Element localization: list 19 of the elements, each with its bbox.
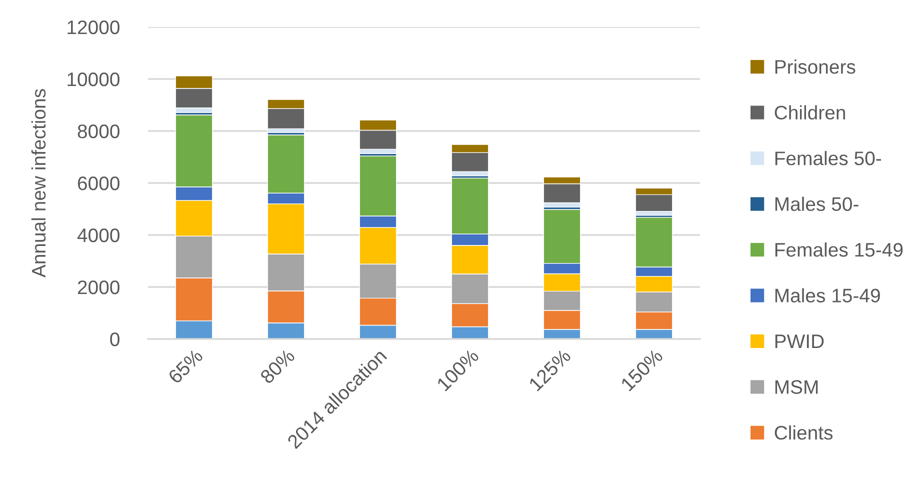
- legend-label: Females 15-49: [775, 242, 903, 257]
- legend-label: PWID: [775, 334, 824, 348]
- y-tick-label: 12000: [68, 20, 120, 34]
- y-tick-label: 0: [110, 332, 120, 346]
- legend-label: Children: [774, 105, 845, 120]
- legend-label: MSM: [775, 380, 818, 394]
- y-tick-label: 10000: [68, 72, 120, 86]
- y-tick-label: 4000: [77, 228, 120, 242]
- y-axis-title: Annual new infections: [31, 89, 46, 278]
- legend-label: Clients: [774, 425, 833, 440]
- legend-label: Females 50-: [775, 150, 882, 166]
- x-tick-label: 80%: [259, 348, 296, 384]
- y-tick-label: 8000: [78, 124, 120, 138]
- y-tick-label: 2000: [78, 280, 120, 294]
- legend-label: Males 50-: [775, 196, 858, 211]
- legend-label: Prisoners: [775, 60, 856, 74]
- y-tick-label: 6000: [78, 176, 120, 190]
- legend-label: Males 15-49: [775, 288, 880, 302]
- x-tick-label: 65%: [168, 348, 204, 384]
